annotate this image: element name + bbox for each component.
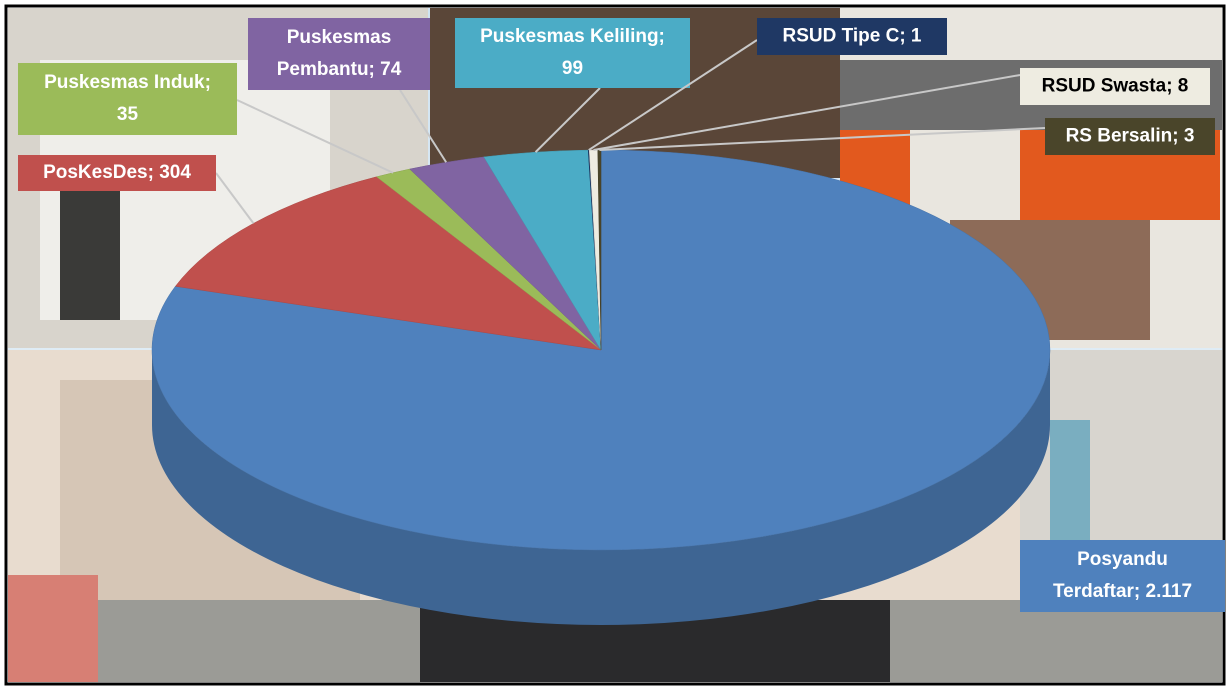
data-label: Posyandu xyxy=(1077,549,1168,570)
slice xyxy=(174,176,602,351)
leader-line xyxy=(236,99,394,174)
label-box xyxy=(18,155,216,191)
leader-line xyxy=(599,127,1046,152)
label-box xyxy=(455,18,690,88)
data-label: Puskesmas Induk; xyxy=(44,72,211,93)
label-box xyxy=(1045,118,1215,155)
data-label: RS Bersalin; 3 xyxy=(1066,126,1195,147)
leader-line xyxy=(534,87,601,153)
label-box xyxy=(1020,68,1210,105)
leader-line xyxy=(215,172,255,224)
data-label: 35 xyxy=(117,104,139,125)
data-label: RSUD Swasta; 8 xyxy=(1042,76,1189,97)
data-label: PosKesDes; 304 xyxy=(43,162,191,183)
data-label: Terdaftar; 2.117 xyxy=(1053,581,1192,602)
label-box xyxy=(248,18,430,90)
leader-line xyxy=(593,74,1021,152)
leader-line xyxy=(399,89,447,163)
data-label: 99 xyxy=(562,58,583,79)
label-box xyxy=(18,63,237,135)
data-label: Puskesmas xyxy=(287,27,392,48)
data-label: Puskesmas Keliling; xyxy=(480,26,665,47)
label-box xyxy=(757,18,947,55)
frame xyxy=(4,4,1226,686)
label-box xyxy=(1020,540,1225,612)
pie xyxy=(151,149,1051,625)
leader-line xyxy=(588,39,758,151)
data-labels: Posyandu Terdaftar; 2.117 PosKesDes; 304 Pu… xyxy=(18,18,1225,612)
data-label: Pembantu; 74 xyxy=(277,59,402,80)
slice-side xyxy=(152,350,1050,625)
data-label: RSUD Tipe C; 1 xyxy=(782,26,921,47)
